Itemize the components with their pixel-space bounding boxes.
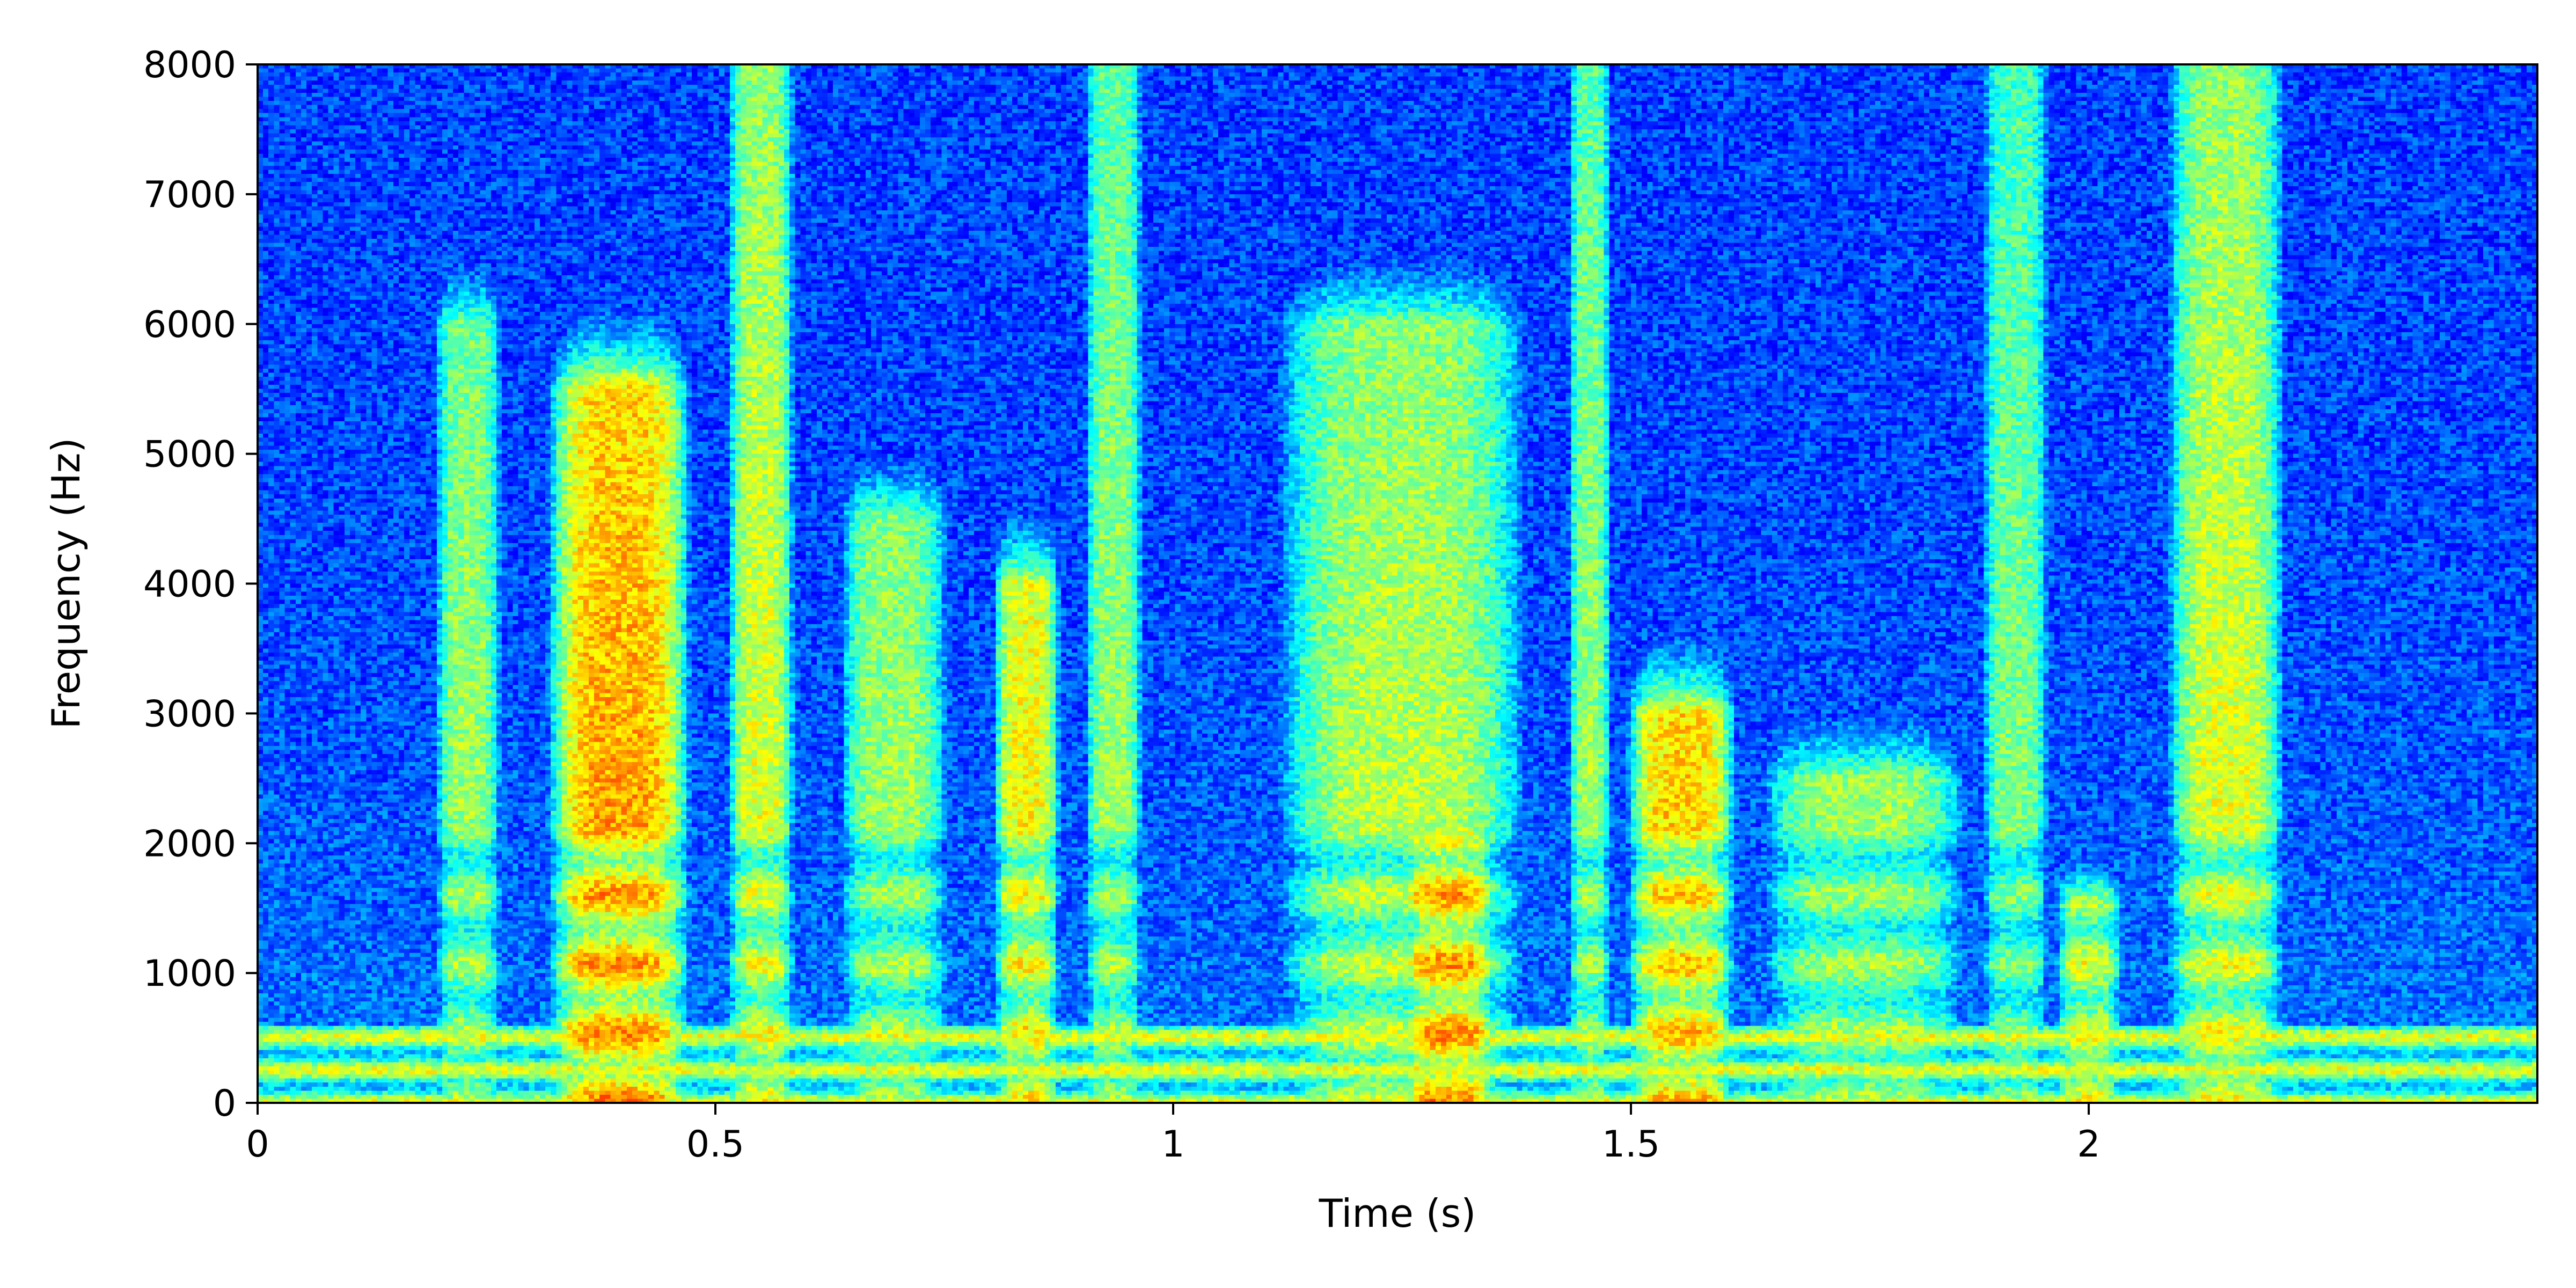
x-axis-ticks: 0 0.5 1 1.5 2 [246, 1103, 2101, 1166]
y-tick-label: 4000 [143, 564, 236, 606]
x-tick-label: 0 [246, 1123, 269, 1166]
y-tick-label: 2000 [143, 823, 236, 865]
plot-area [257, 63, 2538, 1104]
y-tick-label: 6000 [143, 304, 236, 346]
y-tick-label: 1000 [143, 953, 236, 995]
x-tick-label: 1.5 [1602, 1123, 1660, 1166]
x-axis-label: Time (s) [1319, 1191, 1476, 1236]
y-tick-label: 0 [213, 1082, 236, 1125]
spectrogram-heatmap [258, 64, 2537, 1103]
y-tick-label: 3000 [143, 693, 236, 735]
x-tick-label: 1 [1161, 1123, 1184, 1166]
y-tick-label: 7000 [143, 174, 236, 216]
y-tick-label: 5000 [143, 434, 236, 476]
y-tick-label: 8000 [143, 44, 236, 86]
x-tick-label: 0.5 [686, 1123, 744, 1166]
y-axis-label: Frequency (Hz) [43, 438, 89, 729]
x-tick-label: 2 [2077, 1123, 2100, 1166]
y-axis-ticks: 0 1000 2000 3000 4000 5000 6000 7000 8000 [143, 44, 258, 1125]
